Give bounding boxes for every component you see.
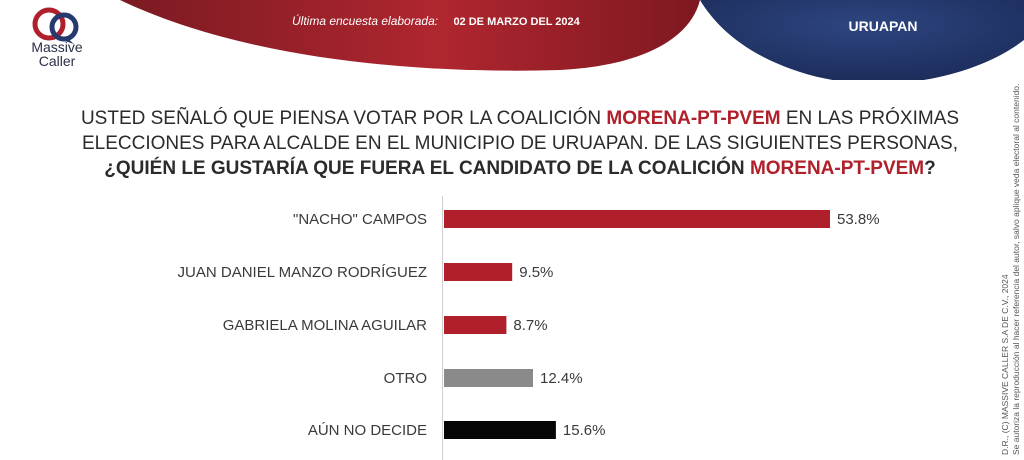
copyright-note: D.R., (C) MASSIVE CALLER S.A DE C.V., 20… bbox=[1000, 84, 1022, 455]
question-line-2: ELECCIONES PARA ALCALDE EN EL MUNICIPIO … bbox=[82, 133, 958, 154]
bar bbox=[444, 316, 507, 334]
question-line-3: ¿QUIÉN LE GUSTARÍA QUE FUERA EL CANDIDAT… bbox=[70, 156, 970, 181]
category-label: OTRO bbox=[384, 370, 427, 387]
city-label: URUAPAN bbox=[848, 18, 918, 34]
data-label: 12.4% bbox=[540, 370, 583, 387]
chart-axis-line bbox=[442, 196, 443, 460]
data-label: 8.7% bbox=[513, 317, 547, 334]
category-label: GABRIELA MOLINA AGUILAR bbox=[223, 317, 427, 334]
bar bbox=[444, 369, 533, 387]
brand-logo-icon bbox=[32, 7, 79, 44]
data-label: 15.6% bbox=[563, 422, 606, 439]
copyright-line2: Se autoriza la reproducción al hacer ref… bbox=[1011, 83, 1021, 455]
header-background bbox=[120, 0, 1024, 80]
question-coalition-1: MORENA-PT-PVEM bbox=[606, 108, 781, 129]
navy-arc bbox=[700, 0, 1024, 80]
survey-label: Última encuesta elaborada: bbox=[292, 14, 439, 28]
question-line-1: USTED SEÑALÓ QUE PIENSA VOTAR POR LA COA… bbox=[70, 106, 970, 131]
category-label: AÚN NO DECIDE bbox=[308, 422, 427, 439]
category-label: JUAN DANIEL MANZO RODRÍGUEZ bbox=[178, 264, 427, 281]
question-text: USTED SEÑALÓ QUE PIENSA VOTAR POR LA COA… bbox=[70, 106, 970, 181]
question-line3-a: ¿QUIÉN LE GUSTARÍA QUE FUERA EL CANDIDAT… bbox=[104, 158, 750, 179]
brand-line2: Caller bbox=[38, 53, 76, 69]
question-coalition-2: MORENA-PT-PVEM bbox=[749, 158, 925, 179]
red-swoosh bbox=[120, 0, 700, 71]
data-label: 53.8% bbox=[837, 211, 880, 228]
copyright-line1: D.R., (C) MASSIVE CALLER S.A DE C.V., 20… bbox=[1000, 274, 1010, 455]
bar bbox=[444, 263, 513, 281]
bar bbox=[444, 421, 556, 439]
brand-name: Massive Caller bbox=[22, 40, 92, 69]
survey-date: 02 DE MARZO DEL 2024 bbox=[453, 16, 580, 28]
bar bbox=[444, 210, 830, 228]
category-label: "NACHO" CAMPOS bbox=[293, 211, 427, 228]
brand-line1: Massive bbox=[31, 39, 83, 55]
question-line3-b: ? bbox=[924, 158, 936, 179]
data-label: 9.5% bbox=[519, 264, 553, 281]
survey-info: Última encuesta elaborada: 02 DE MARZO D… bbox=[292, 14, 580, 28]
question-line1-b: EN LAS PRÓXIMAS bbox=[780, 108, 960, 129]
question-line1-a: USTED SEÑALÓ QUE PIENSA VOTAR POR LA COA… bbox=[80, 108, 607, 129]
